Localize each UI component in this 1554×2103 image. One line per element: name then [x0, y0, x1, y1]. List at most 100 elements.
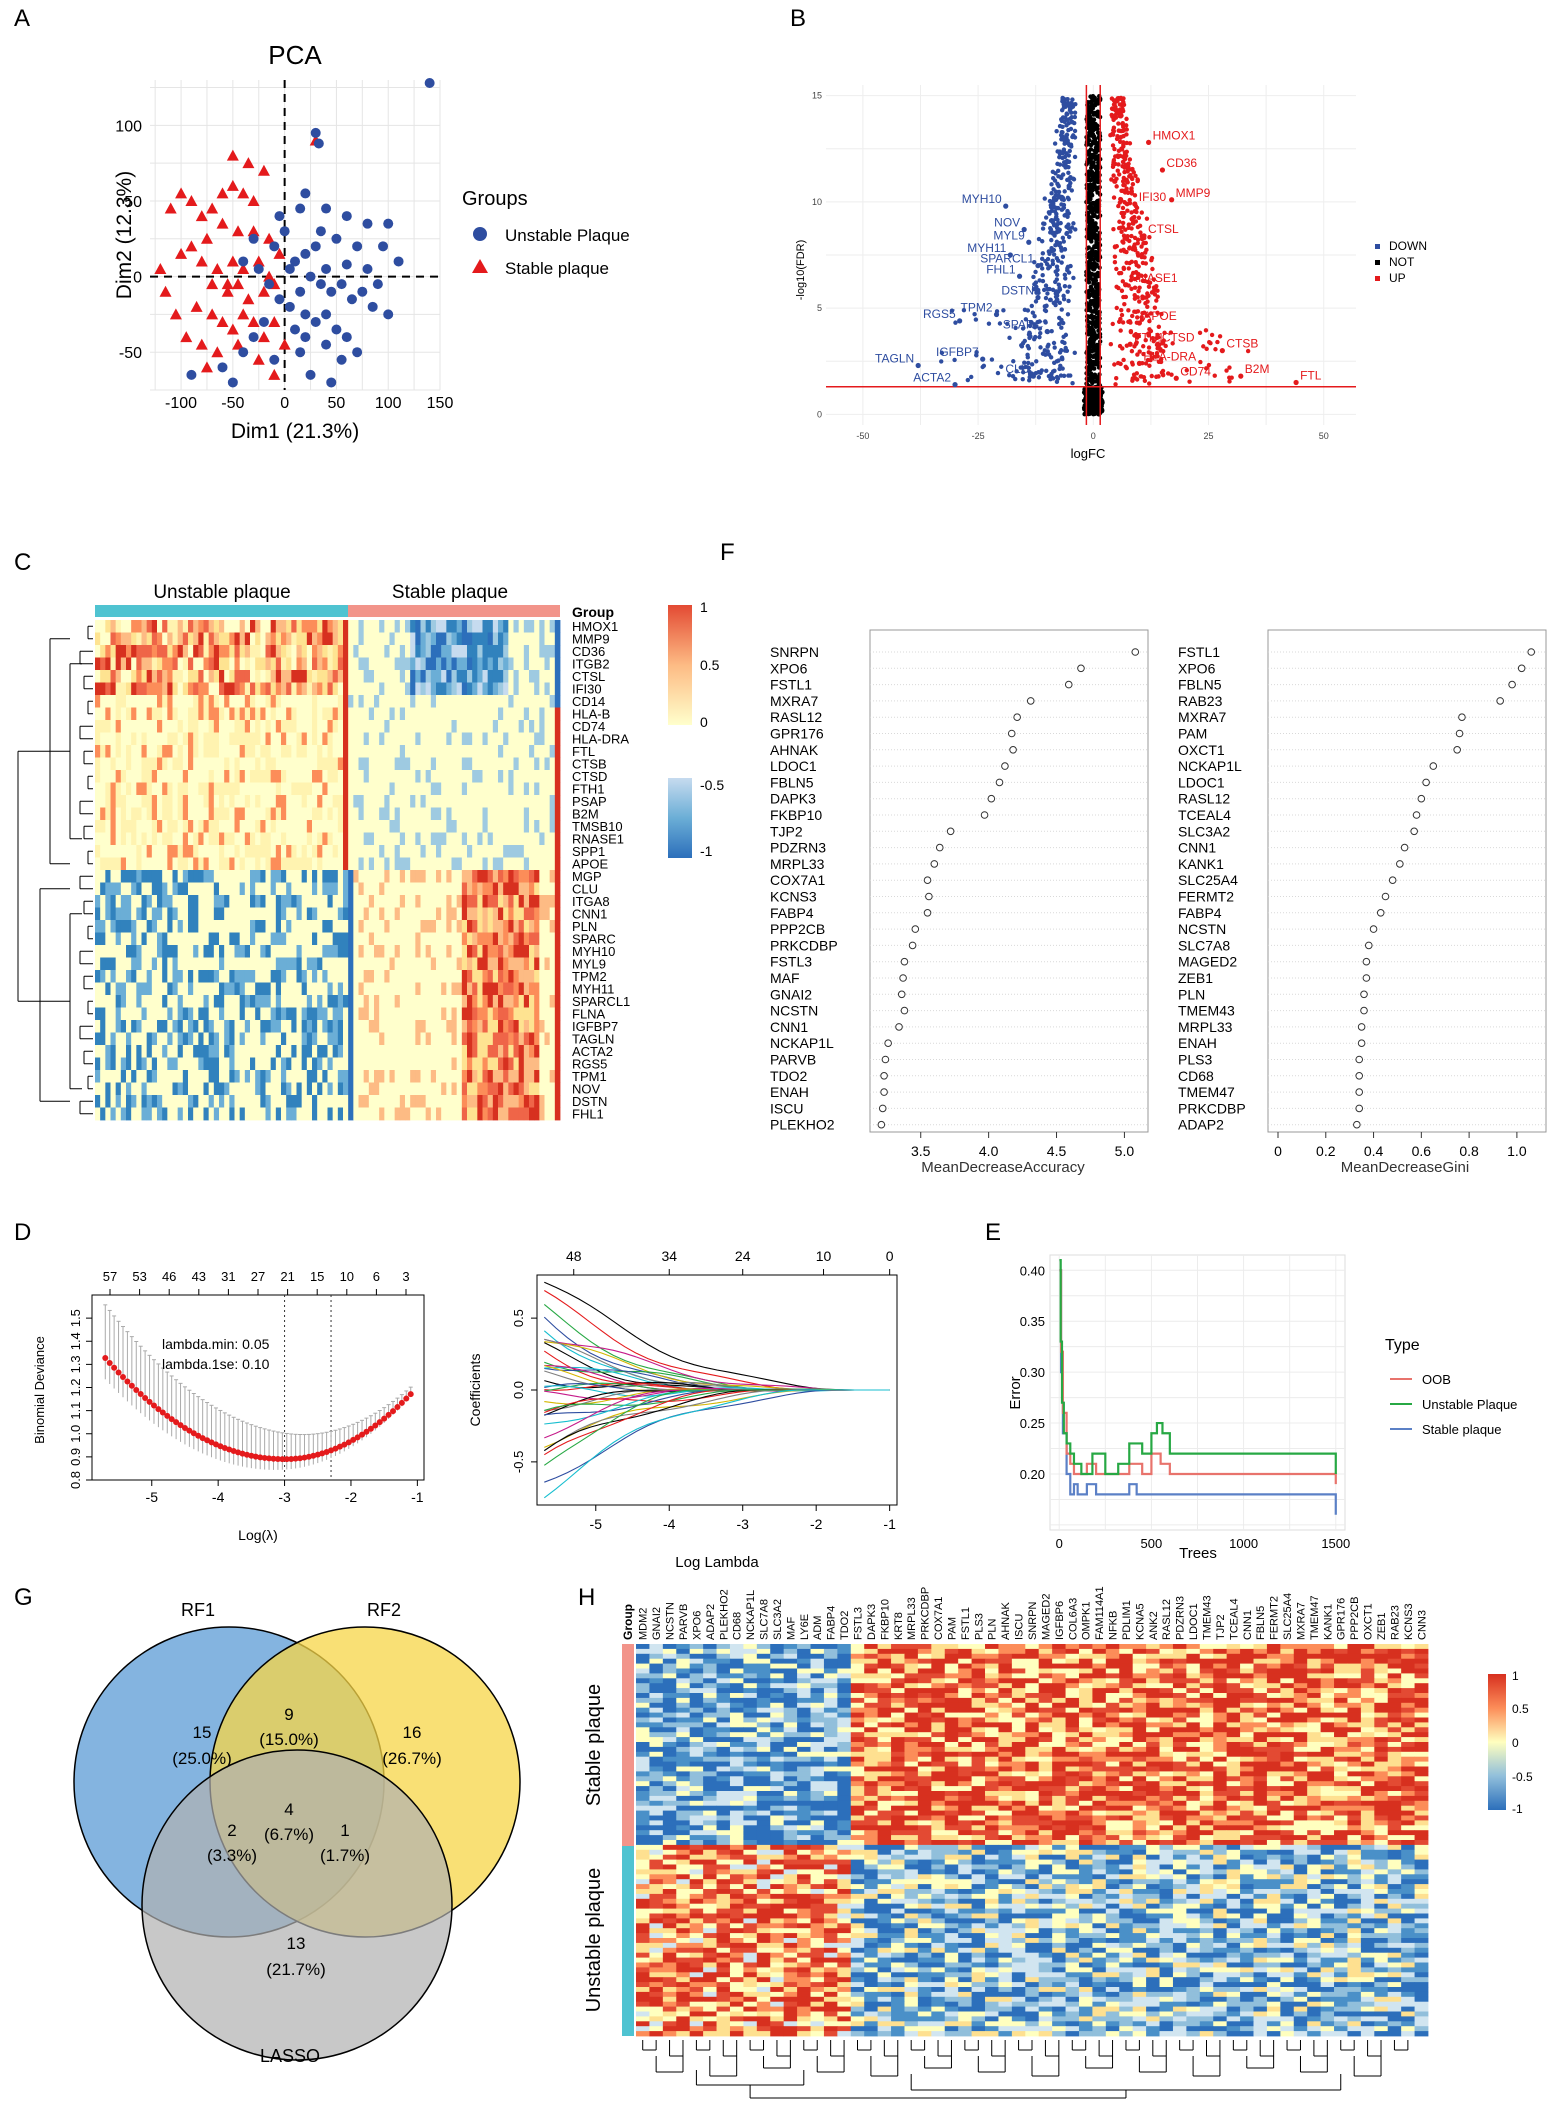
- heatmap-cell: [456, 645, 463, 658]
- heatmap-cell: [172, 970, 179, 983]
- heatmap-cell: [523, 945, 530, 958]
- heatmap-cell: [492, 632, 499, 646]
- heatmap-cell: [544, 932, 551, 946]
- pca-y-tick: 100: [115, 118, 142, 135]
- heatmap-cell: [523, 732, 530, 746]
- heatmap-cell: [487, 982, 494, 996]
- heatmap-cell: [286, 757, 292, 771]
- heatmap-cell: [105, 745, 111, 758]
- volcano-point-down: [1066, 226, 1071, 231]
- heatmap-cell: [234, 670, 241, 683]
- heatmap-cell: [384, 870, 390, 883]
- volcano-point-up: [1144, 247, 1149, 253]
- heatmap-cell: [306, 895, 313, 908]
- heatmap-cell: [291, 795, 297, 808]
- heatmap-cell: [358, 995, 365, 1008]
- stable-point: [211, 346, 224, 358]
- heatmap-cell: [115, 757, 122, 771]
- heatmap-cell: [141, 757, 148, 771]
- heatmap-cell: [389, 870, 396, 883]
- heatmap-cell: [131, 632, 137, 646]
- heatmap-cell: [399, 832, 406, 846]
- heatmap-cell: [244, 945, 251, 958]
- heatmap-cell: [281, 720, 287, 733]
- heatmap-cell: [389, 720, 396, 733]
- heatmap-cell: [374, 695, 380, 708]
- volcano-point-down: [1066, 185, 1071, 191]
- heatmap-cell: [120, 720, 127, 733]
- heatmap-cell: [384, 757, 390, 771]
- heatmap-cell: [353, 645, 359, 658]
- heatmap-cell: [415, 770, 421, 783]
- heatmap-cell: [441, 682, 447, 696]
- heatmap-cell: [208, 620, 215, 633]
- heatmap-cell: [446, 845, 452, 858]
- heatmap-cell: [425, 620, 432, 633]
- heatmap-cell: [141, 945, 148, 958]
- heatmap-cell: [523, 770, 530, 783]
- heatmap-cell: [151, 807, 158, 821]
- heatmap-cell: [229, 870, 235, 883]
- heatmap-cell: [384, 782, 390, 796]
- heatmap-cell: [141, 845, 148, 858]
- heatmap-cell: [539, 757, 545, 771]
- heatmap-cell: [234, 732, 241, 746]
- heatmap-cell: [239, 820, 246, 833]
- unstable-point: [362, 218, 373, 229]
- heatmap-cell: [410, 632, 416, 646]
- heatmap-cell: [363, 645, 370, 658]
- heatmap-cell: [301, 670, 308, 683]
- heatmap-cell: [229, 832, 235, 846]
- heatmap-cell: [208, 782, 215, 796]
- heatmap-cell: [265, 882, 272, 896]
- heatmap-cell: [549, 620, 556, 633]
- heatmap-cell: [441, 782, 447, 796]
- heatmap-cell: [529, 970, 535, 983]
- heatmap-cell: [441, 770, 447, 783]
- heatmap-cell: [368, 807, 375, 821]
- heatmap-cell: [203, 932, 210, 946]
- heatmap-cell: [477, 695, 483, 708]
- heatmap-cell: [131, 820, 137, 833]
- heatmap-cell: [353, 745, 359, 758]
- heatmap-cell: [219, 857, 225, 871]
- heatmap-cell: [348, 657, 354, 671]
- volcano-point-up: [1121, 265, 1126, 271]
- heatmap-cell: [441, 820, 447, 833]
- volcano-point-down: [1054, 374, 1060, 380]
- heatmap-cell: [270, 670, 277, 683]
- heatmap-cell: [544, 845, 551, 858]
- heatmap-cell: [436, 720, 442, 733]
- heatmap-cell: [177, 882, 184, 896]
- heatmap-cell: [146, 732, 153, 746]
- heatmap-cell: [296, 845, 303, 858]
- heatmap-cell: [544, 820, 551, 833]
- heatmap-cell: [286, 620, 292, 633]
- heatmap-cell: [244, 882, 251, 896]
- heatmap-cell: [244, 857, 251, 871]
- heatmap-cell: [482, 707, 489, 721]
- volcano-point-down: [1051, 187, 1056, 192]
- heatmap-cell: [513, 645, 520, 658]
- heatmap-cell: [260, 857, 266, 871]
- heatmap-cell: [358, 720, 365, 733]
- heatmap-cell: [115, 845, 122, 858]
- gene-label: CTSL: [1148, 222, 1179, 236]
- unstable-point: [310, 127, 321, 138]
- heatmap-cell: [343, 657, 349, 671]
- heatmap-cell: [415, 870, 421, 883]
- heatmap-cell: [492, 920, 499, 933]
- volcano-point-down: [1043, 295, 1049, 301]
- heatmap-cell: [544, 720, 551, 733]
- heatmap-cell: [141, 970, 148, 983]
- heatmap-cell: [213, 807, 220, 821]
- volcano-point-up: [1135, 177, 1140, 182]
- heatmap-cell: [477, 957, 483, 971]
- volcano-point-not: [1086, 307, 1091, 313]
- heatmap-cell: [477, 782, 483, 796]
- heatmap-cell: [379, 745, 385, 758]
- volcano-point-down: [1042, 221, 1047, 227]
- stable-point: [232, 278, 245, 290]
- heatmap-cell: [296, 757, 303, 771]
- heatmap-cell: [523, 845, 530, 858]
